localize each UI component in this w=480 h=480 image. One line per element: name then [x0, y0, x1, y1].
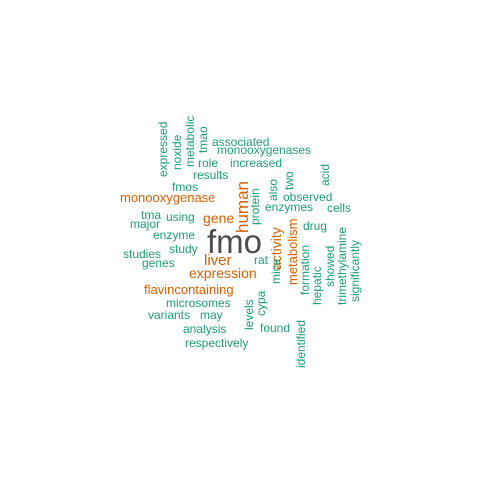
word-expressed: expressed	[156, 121, 170, 177]
word-protein: protein	[248, 188, 262, 225]
word-mice: mice	[269, 258, 283, 284]
word-variants: variants	[148, 308, 191, 322]
word-flavincontaining: flavincontaining	[144, 282, 234, 297]
word-also: also	[266, 178, 280, 201]
word-rat: rat	[254, 253, 269, 267]
word-tmao: tmao	[196, 126, 210, 153]
word-gene: gene	[203, 210, 235, 226]
word-cypa: cypa	[254, 290, 268, 316]
word-respectively: respectively	[185, 336, 249, 350]
word-studies: studies	[123, 247, 162, 261]
word-metabolic: metabolic	[183, 115, 197, 167]
word-found: found	[260, 321, 291, 335]
word-levels: levels	[242, 299, 256, 330]
word-observed: observed	[283, 190, 333, 204]
word-enzyme: enzyme	[153, 228, 196, 242]
word-associated: associated	[212, 135, 270, 149]
word-genes: genes	[142, 256, 175, 270]
word-tma: tma	[141, 208, 162, 222]
word-increased: increased	[230, 156, 283, 170]
word-monooxygenases: monooxygenases	[217, 143, 312, 157]
word-enzymes: enzymes	[265, 200, 314, 214]
word-cells: cells	[327, 201, 352, 215]
word-hepatic: hepatic	[310, 266, 324, 305]
word-major: major	[130, 217, 161, 231]
word-significantly: significantly	[348, 239, 362, 302]
word-noxide: noxide	[170, 134, 184, 170]
word-role: role	[198, 156, 219, 170]
word-microsomes: microsomes	[166, 296, 231, 310]
word-study: study	[169, 242, 198, 256]
word-drug: drug	[303, 219, 328, 233]
word-monooxygenase: monooxygenase	[120, 190, 216, 205]
word-liver: liver	[204, 252, 232, 269]
word-two: two	[282, 171, 296, 190]
word-acid: acid	[318, 163, 332, 186]
word-fmos: fmos	[172, 180, 199, 194]
word-expression: expression	[189, 265, 257, 281]
word-using: using	[166, 210, 195, 224]
word-analysis: analysis	[183, 322, 227, 336]
word-identified: identified	[294, 319, 308, 368]
word-results: results	[193, 168, 229, 182]
word-trimethylamine: trimethylamine	[335, 226, 349, 305]
word-fmo: fmo	[207, 223, 263, 260]
word-may: may	[200, 308, 223, 322]
